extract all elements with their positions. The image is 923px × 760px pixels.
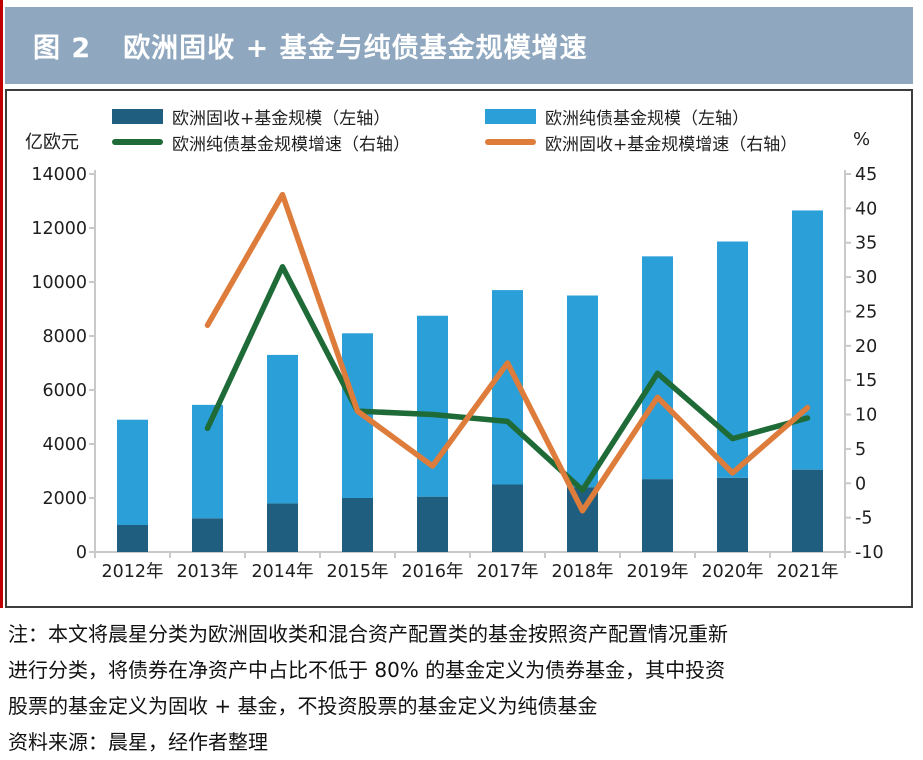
green-line-swatch-icon xyxy=(112,139,163,145)
x-axis-tick-label: 2012年 xyxy=(101,562,163,582)
bar-segment xyxy=(717,241,748,478)
x-axis-tick-label: 2021年 xyxy=(776,562,838,582)
right-axis-tick-label: 10 xyxy=(855,406,877,426)
growth-line xyxy=(204,264,811,493)
legend-label: 欧洲纯债基金规模增速（右轴） xyxy=(172,134,410,155)
bar-segment xyxy=(342,498,373,552)
legend-item-fixed-income-plus-growth: 欧洲固收+基金规模增速（右轴） xyxy=(485,131,798,155)
left-axis-tick-label: 12000 xyxy=(31,219,87,239)
left-axis-tick-label: 10000 xyxy=(31,273,87,293)
legend-item-pure-bond-scale: 欧洲纯债基金规模（左轴） xyxy=(485,105,749,129)
legend-label: 欧洲固收+基金规模增速（右轴） xyxy=(545,134,798,155)
right-axis-tick-label: 40 xyxy=(855,199,877,219)
bar-segment xyxy=(117,525,148,552)
left-axis-tick-label: 14000 xyxy=(31,165,87,185)
right-axis-tick-label: 0 xyxy=(855,474,866,494)
chart-notes: 注：本文将晨星分类为欧洲固收类和混合资产配置类的基金按照资产配置情况重新 进行分… xyxy=(8,616,916,760)
x-axis-tick-label: 2015年 xyxy=(326,562,388,582)
bars-group xyxy=(117,210,823,552)
bar-segment xyxy=(417,315,448,497)
bar-segment xyxy=(267,503,298,552)
note-line: 资料来源：晨星，经作者整理 xyxy=(8,730,268,754)
bar-segment xyxy=(267,354,298,504)
orange-line-swatch-icon xyxy=(485,139,536,145)
x-axis-tick-label: 2014年 xyxy=(251,562,313,582)
left-axis-tick-label: 0 xyxy=(76,543,87,563)
right-axis-tick-label: 25 xyxy=(855,302,877,322)
right-axis-tick-label: 5 xyxy=(855,440,866,460)
right-axis-tick-label: 45 xyxy=(855,165,877,185)
x-axis-tick-label: 2013年 xyxy=(176,562,238,582)
red-accent-line xyxy=(0,0,3,608)
chart-panel xyxy=(5,89,913,608)
bar-segment xyxy=(642,256,673,480)
x-axis-tick-label: 2016年 xyxy=(401,562,463,582)
right-axis-tick-label: 20 xyxy=(855,337,877,357)
left-axis-tick-label: 8000 xyxy=(42,327,87,347)
left-axis-tick-label: 6000 xyxy=(42,381,87,401)
right-axis-tick-label: -10 xyxy=(855,543,884,563)
legend-label: 欧洲固收+基金规模（左轴） xyxy=(172,108,391,129)
bar-segment xyxy=(117,419,148,525)
growth-line xyxy=(204,191,811,514)
note-line: 注：本文将晨星分类为欧洲固收类和混合资产配置类的基金按照资产配置情况重新 xyxy=(8,622,728,646)
bar-segment xyxy=(567,295,598,488)
left-axis-tick-label: 2000 xyxy=(42,489,87,509)
figure-label: 图 2 xyxy=(33,33,92,64)
x-axis-tick-label: 2020年 xyxy=(701,562,763,582)
figure-title-bar: 图 2 欧洲固收 + 基金与纯债基金规模增速 xyxy=(5,7,913,84)
note-line: 进行分类，将债券在净资产中占比不低于 80% 的基金定义为债券基金，其中投资 xyxy=(8,658,726,682)
bar-segment xyxy=(342,333,373,498)
figure-title: 欧洲固收 + 基金与纯债基金规模增速 xyxy=(123,33,588,64)
bar-segment xyxy=(642,479,673,552)
right-axis-unit: % xyxy=(853,129,871,150)
legend-label: 欧洲纯债基金规模（左轴） xyxy=(545,108,749,129)
bar-segment xyxy=(792,469,823,552)
right-axis-tick-label: 30 xyxy=(855,268,877,288)
right-axis-tick-label: 35 xyxy=(855,234,877,254)
x-axis-tick-label: 2017年 xyxy=(476,562,538,582)
bar-segment xyxy=(417,496,448,552)
left-axis-tick-label: 4000 xyxy=(42,435,87,455)
legend-item-pure-bond-growth: 欧洲纯债基金规模增速（右轴） xyxy=(112,131,410,155)
bar-segment xyxy=(717,477,748,552)
right-axis-tick-label: -5 xyxy=(855,509,872,529)
left-axis-unit: 亿欧元 xyxy=(25,132,79,153)
bar-segment xyxy=(792,210,823,470)
x-axis-tick-label: 2019年 xyxy=(626,562,688,582)
dark-blue-bar-swatch-icon xyxy=(112,108,163,124)
right-axis-tick-label: 15 xyxy=(855,371,877,391)
x-axis-tick-label: 2018年 xyxy=(551,562,613,582)
axis-labels-group: 0 2000 4000 6000 8000 10000 12000 14000 -10 -5 0 5 1… xyxy=(31,165,883,582)
light-blue-bar-swatch-icon xyxy=(485,108,536,124)
bar-segment xyxy=(492,484,523,552)
legend-item-fixed-income-plus-scale: 欧洲固收+基金规模（左轴） xyxy=(112,105,391,129)
growth-lines-group xyxy=(204,191,811,514)
combo-chart: 0 2000 4000 6000 8000 10000 12000 14000 -10 -5 0 5 1… xyxy=(31,165,883,582)
bar-segment xyxy=(192,518,223,552)
note-line: 股票的基金定义为固收 + 基金，不投资股票的基金定义为纯债基金 xyxy=(8,694,598,718)
